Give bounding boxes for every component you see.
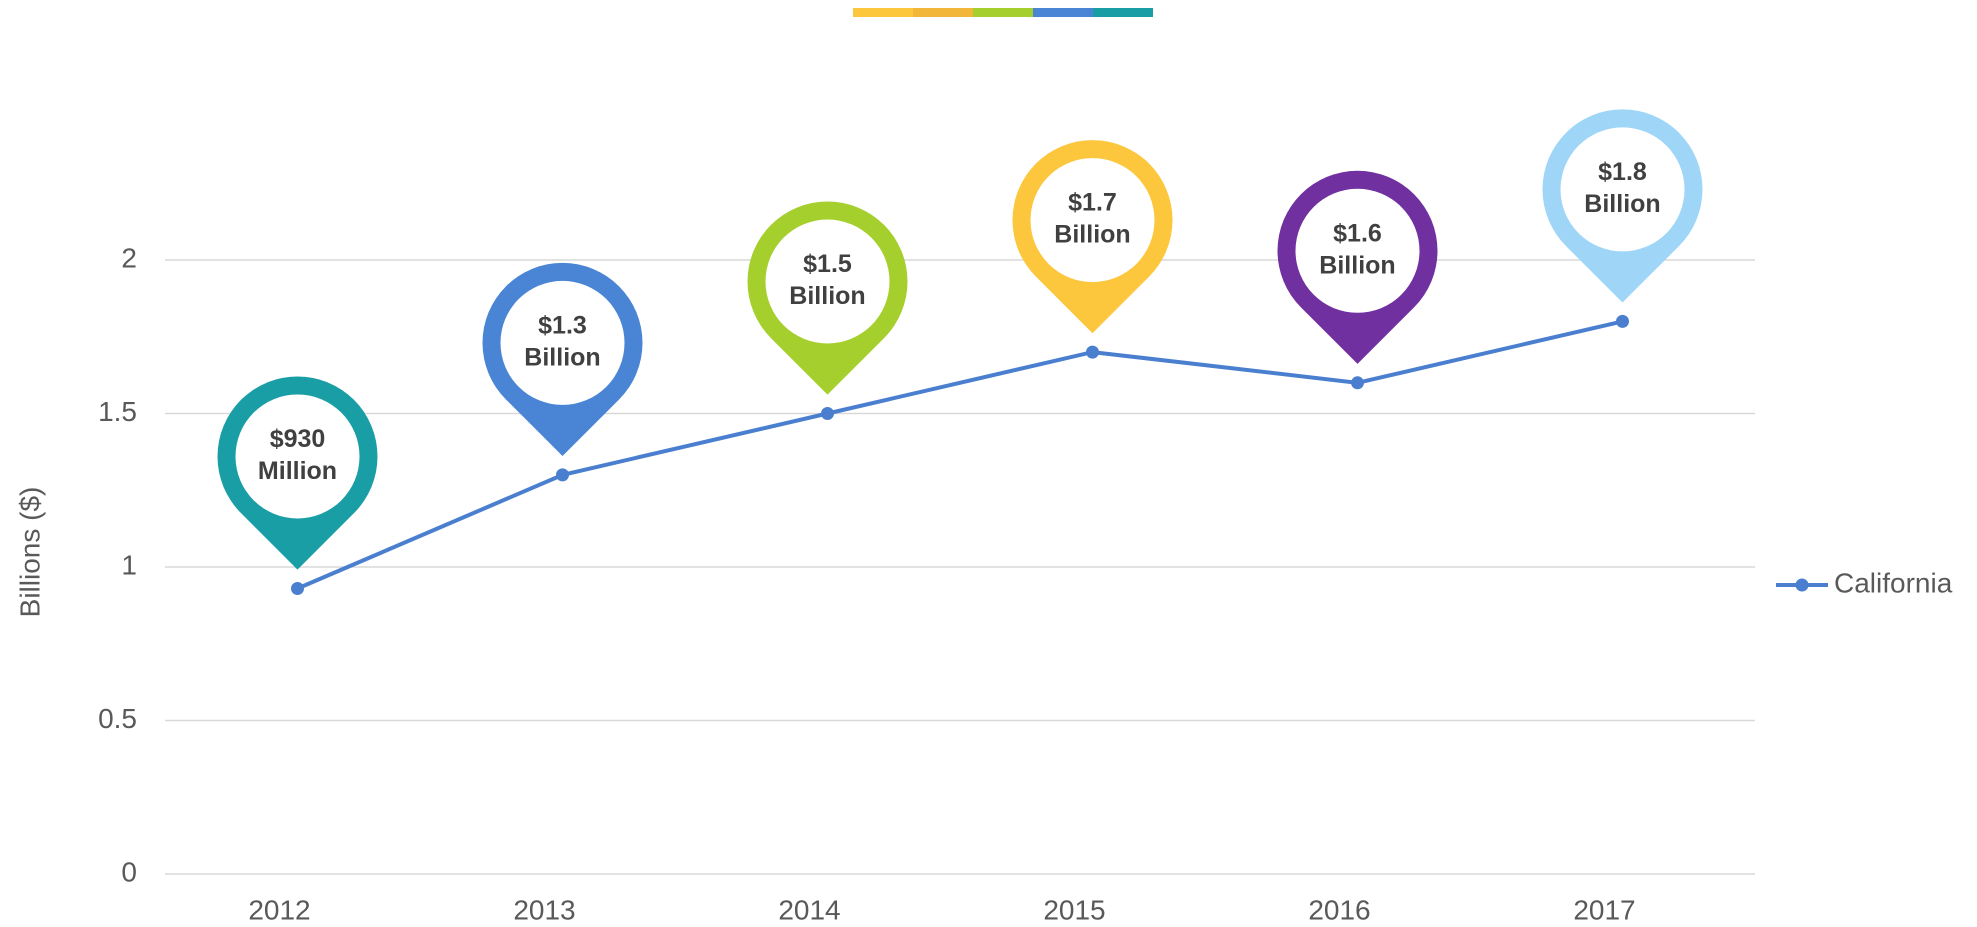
x-tick-label: 2014 [778,894,840,925]
pin-hole [500,280,625,405]
legend-label: California [1834,567,1953,598]
point [1616,314,1629,328]
x-tick-label: 2017 [1573,894,1635,925]
data-label: $1.7 [1068,189,1117,217]
pin-hole [235,394,360,519]
pin-hole [1560,127,1685,252]
y-tick-label: 1 [121,549,137,580]
x-tick-label: 2012 [248,894,310,925]
pin-hole [1295,188,1420,313]
pin-hole [765,219,890,344]
y-tick-label: 1.5 [98,396,137,427]
y-axis-label: Billions ($) [14,487,45,618]
data-label: Billion [524,344,600,372]
y-tick-label: 0 [121,856,137,887]
data-label: $1.5 [803,250,852,278]
point [291,581,304,595]
data-label: $1.3 [538,312,587,340]
x-tick-label: 2015 [1043,894,1105,925]
x-tick-label: 2013 [513,894,575,925]
y-tick-label: 2 [121,242,137,273]
pin-hole [1030,158,1155,283]
data-label: Billion [1584,190,1660,218]
y-tick-label: 0.5 [98,703,137,734]
decor-bar [853,8,1153,17]
point [821,407,834,420]
data-label: $1.6 [1333,219,1382,247]
point [556,468,569,482]
point [1086,345,1099,359]
legend-marker [1795,578,1809,592]
data-label: Billion [1054,221,1130,249]
data-label: Million [258,457,337,485]
line [296,319,1623,591]
point [1351,376,1364,390]
data-label: Billion [1319,251,1395,279]
data-label: $930 [270,425,326,453]
data-label: $1.8 [1598,158,1647,186]
x-tick-label: 2016 [1308,894,1370,925]
data-label: Billion [789,282,865,310]
